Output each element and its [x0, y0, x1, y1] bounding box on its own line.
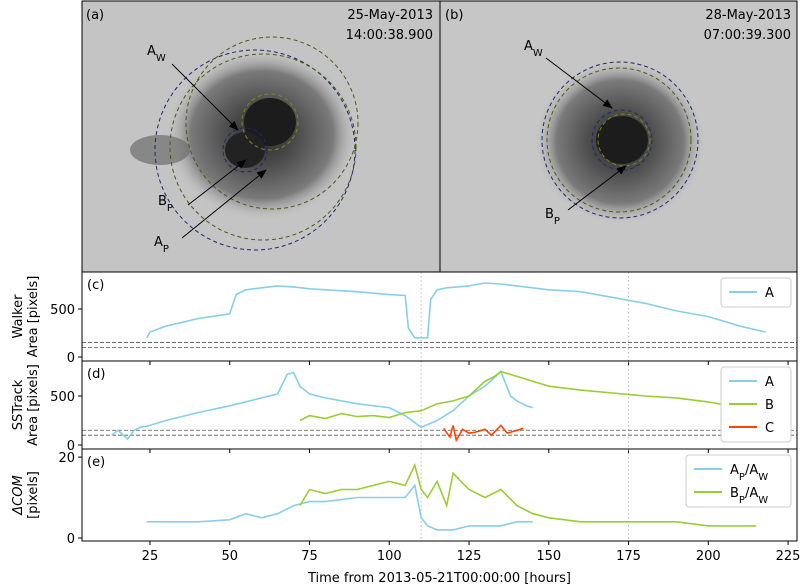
y-tick-label: 0: [67, 439, 75, 454]
y-tick-label: 20: [58, 451, 75, 466]
y-axis-label: ΔCOM: [11, 475, 26, 515]
annotation: AP: [154, 235, 169, 255]
y-tick-label: 500: [50, 390, 75, 405]
x-tick-label: 200: [696, 549, 721, 564]
image-panel-a: [82, 1, 440, 272]
y-tick-label: 0: [67, 351, 75, 366]
y-axis-label: Area [pixels]: [26, 276, 41, 358]
x-tick-label: 100: [377, 549, 402, 564]
date-label: 25-May-2013: [347, 8, 433, 23]
legend-label-part: /A: [745, 486, 758, 501]
legend-label-part: W: [758, 472, 768, 483]
annotation-sub: P: [163, 244, 169, 255]
legend-label-part: B: [730, 486, 739, 501]
panel-label: (c): [87, 278, 104, 293]
legend-label-part: W: [758, 495, 768, 506]
legend-label: B: [765, 398, 774, 413]
legend-label: BP/AW: [730, 486, 768, 506]
y-axis-label: SSTrack: [11, 379, 26, 430]
series-line: [299, 370, 757, 422]
x-tick-label: 25: [142, 549, 159, 564]
y-tick-label: 0: [67, 532, 75, 547]
annotation: AW: [524, 39, 543, 59]
annotation-main: A: [154, 235, 163, 250]
annotation: BP: [158, 194, 173, 214]
panel-label: (e): [87, 455, 105, 470]
time-label: 07:00:39.300: [704, 28, 791, 43]
legend-label: C: [765, 421, 774, 436]
series-line: [111, 370, 534, 441]
series-line: [442, 424, 524, 443]
legend-label: A: [765, 286, 774, 301]
panel-label: (a): [86, 8, 104, 23]
annotation-sub: P: [167, 203, 173, 214]
y-axis-label: [pixels]: [26, 471, 41, 519]
legend-label-part: P: [739, 495, 745, 506]
annotation-main: B: [545, 207, 554, 222]
y-axis-label: Area [pixels]: [26, 364, 41, 446]
series-line: [146, 282, 766, 339]
x-tick-label: 150: [536, 549, 561, 564]
panel-label: (b): [445, 8, 463, 23]
image-panel-b: [440, 1, 797, 272]
series-line: [299, 462, 757, 527]
x-tick-label: 75: [301, 549, 318, 564]
time-label: 14:00:38.900: [346, 28, 433, 43]
annotation-sub: P: [554, 216, 560, 227]
legend-label-part: /A: [745, 463, 758, 478]
annotation: BP: [545, 207, 560, 227]
legend-label: A: [765, 375, 774, 390]
annotation-sub: W: [533, 48, 543, 59]
y-tick-label: 500: [50, 303, 75, 318]
x-tick-label: 225: [776, 549, 801, 564]
axes-frame: [81, 360, 798, 450]
series-line: [146, 483, 533, 531]
axes-frame: [81, 448, 798, 542]
x-tick-label: 50: [221, 549, 238, 564]
x-axis-label: Time from 2013-05-21T00:00:00 [hours]: [307, 571, 571, 586]
annotation-sub: W: [156, 53, 166, 64]
annotation-main: A: [524, 39, 533, 54]
panel-label: (d): [87, 367, 105, 382]
y-axis-label: Walker: [11, 294, 26, 339]
legend-label: AP/AW: [730, 463, 768, 483]
date-label: 28-May-2013: [705, 8, 791, 23]
annotation-main: B: [158, 194, 167, 209]
legend-label-part: A: [730, 463, 739, 478]
legend-label-part: P: [739, 472, 745, 483]
annotation-main: A: [147, 44, 156, 59]
x-tick-label: 125: [457, 549, 482, 564]
x-tick-label: 175: [616, 549, 641, 564]
annotation: AW: [147, 44, 166, 64]
